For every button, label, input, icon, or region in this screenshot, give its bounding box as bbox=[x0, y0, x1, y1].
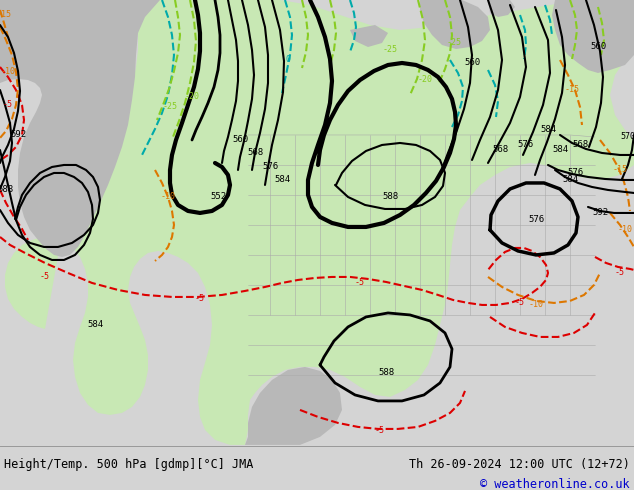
Text: 584: 584 bbox=[540, 125, 556, 134]
Polygon shape bbox=[488, 0, 515, 17]
Text: -15: -15 bbox=[564, 85, 579, 95]
Text: -5: -5 bbox=[3, 100, 13, 109]
Polygon shape bbox=[420, 0, 490, 49]
Text: -20: -20 bbox=[418, 75, 432, 84]
Text: -10: -10 bbox=[618, 225, 633, 234]
Text: 552: 552 bbox=[210, 193, 226, 201]
Text: 588: 588 bbox=[378, 368, 394, 377]
Text: -5: -5 bbox=[40, 272, 50, 281]
Text: -15: -15 bbox=[612, 166, 628, 174]
Text: 560: 560 bbox=[464, 58, 480, 68]
Text: © weatheronline.co.uk: © weatheronline.co.uk bbox=[481, 478, 630, 490]
Polygon shape bbox=[350, 25, 388, 47]
Text: 576: 576 bbox=[262, 163, 278, 172]
Text: 568: 568 bbox=[492, 146, 508, 154]
Text: 560: 560 bbox=[232, 135, 248, 145]
Text: -25: -25 bbox=[162, 102, 178, 112]
Text: 584: 584 bbox=[87, 320, 103, 329]
Text: 576: 576 bbox=[567, 169, 583, 177]
Text: 584: 584 bbox=[552, 146, 568, 154]
Polygon shape bbox=[245, 367, 342, 445]
Text: 568: 568 bbox=[572, 141, 588, 149]
Text: -10: -10 bbox=[1, 68, 15, 76]
Text: Th 26-09-2024 12:00 UTC (12+72): Th 26-09-2024 12:00 UTC (12+72) bbox=[409, 458, 630, 471]
Text: 588: 588 bbox=[382, 193, 398, 201]
Polygon shape bbox=[552, 0, 634, 73]
Text: Height/Temp. 500 hPa [gdmp][°C] JMA: Height/Temp. 500 hPa [gdmp][°C] JMA bbox=[4, 458, 254, 471]
Text: 584: 584 bbox=[562, 175, 578, 184]
Text: -25: -25 bbox=[446, 39, 462, 48]
Text: -5: -5 bbox=[375, 426, 385, 436]
Text: 592: 592 bbox=[10, 130, 26, 140]
Text: 570: 570 bbox=[621, 132, 634, 142]
Text: -20: -20 bbox=[184, 93, 200, 101]
Polygon shape bbox=[5, 0, 634, 445]
Text: -5: -5 bbox=[515, 298, 525, 307]
Text: 584: 584 bbox=[274, 175, 290, 184]
Text: 568: 568 bbox=[247, 148, 263, 157]
Text: 0: 0 bbox=[285, 55, 290, 65]
Text: 576: 576 bbox=[528, 216, 544, 224]
Text: -10: -10 bbox=[529, 300, 543, 310]
Text: -25: -25 bbox=[382, 46, 398, 54]
Text: -5: -5 bbox=[615, 269, 625, 277]
Text: 592: 592 bbox=[592, 208, 608, 218]
Text: 560: 560 bbox=[590, 43, 606, 51]
Text: -5: -5 bbox=[355, 278, 365, 288]
Text: -5: -5 bbox=[195, 294, 205, 303]
Text: 588: 588 bbox=[0, 186, 13, 195]
Text: 576: 576 bbox=[517, 141, 533, 149]
Polygon shape bbox=[0, 0, 160, 257]
Text: -15: -15 bbox=[0, 10, 11, 20]
Text: -10: -10 bbox=[160, 193, 176, 201]
